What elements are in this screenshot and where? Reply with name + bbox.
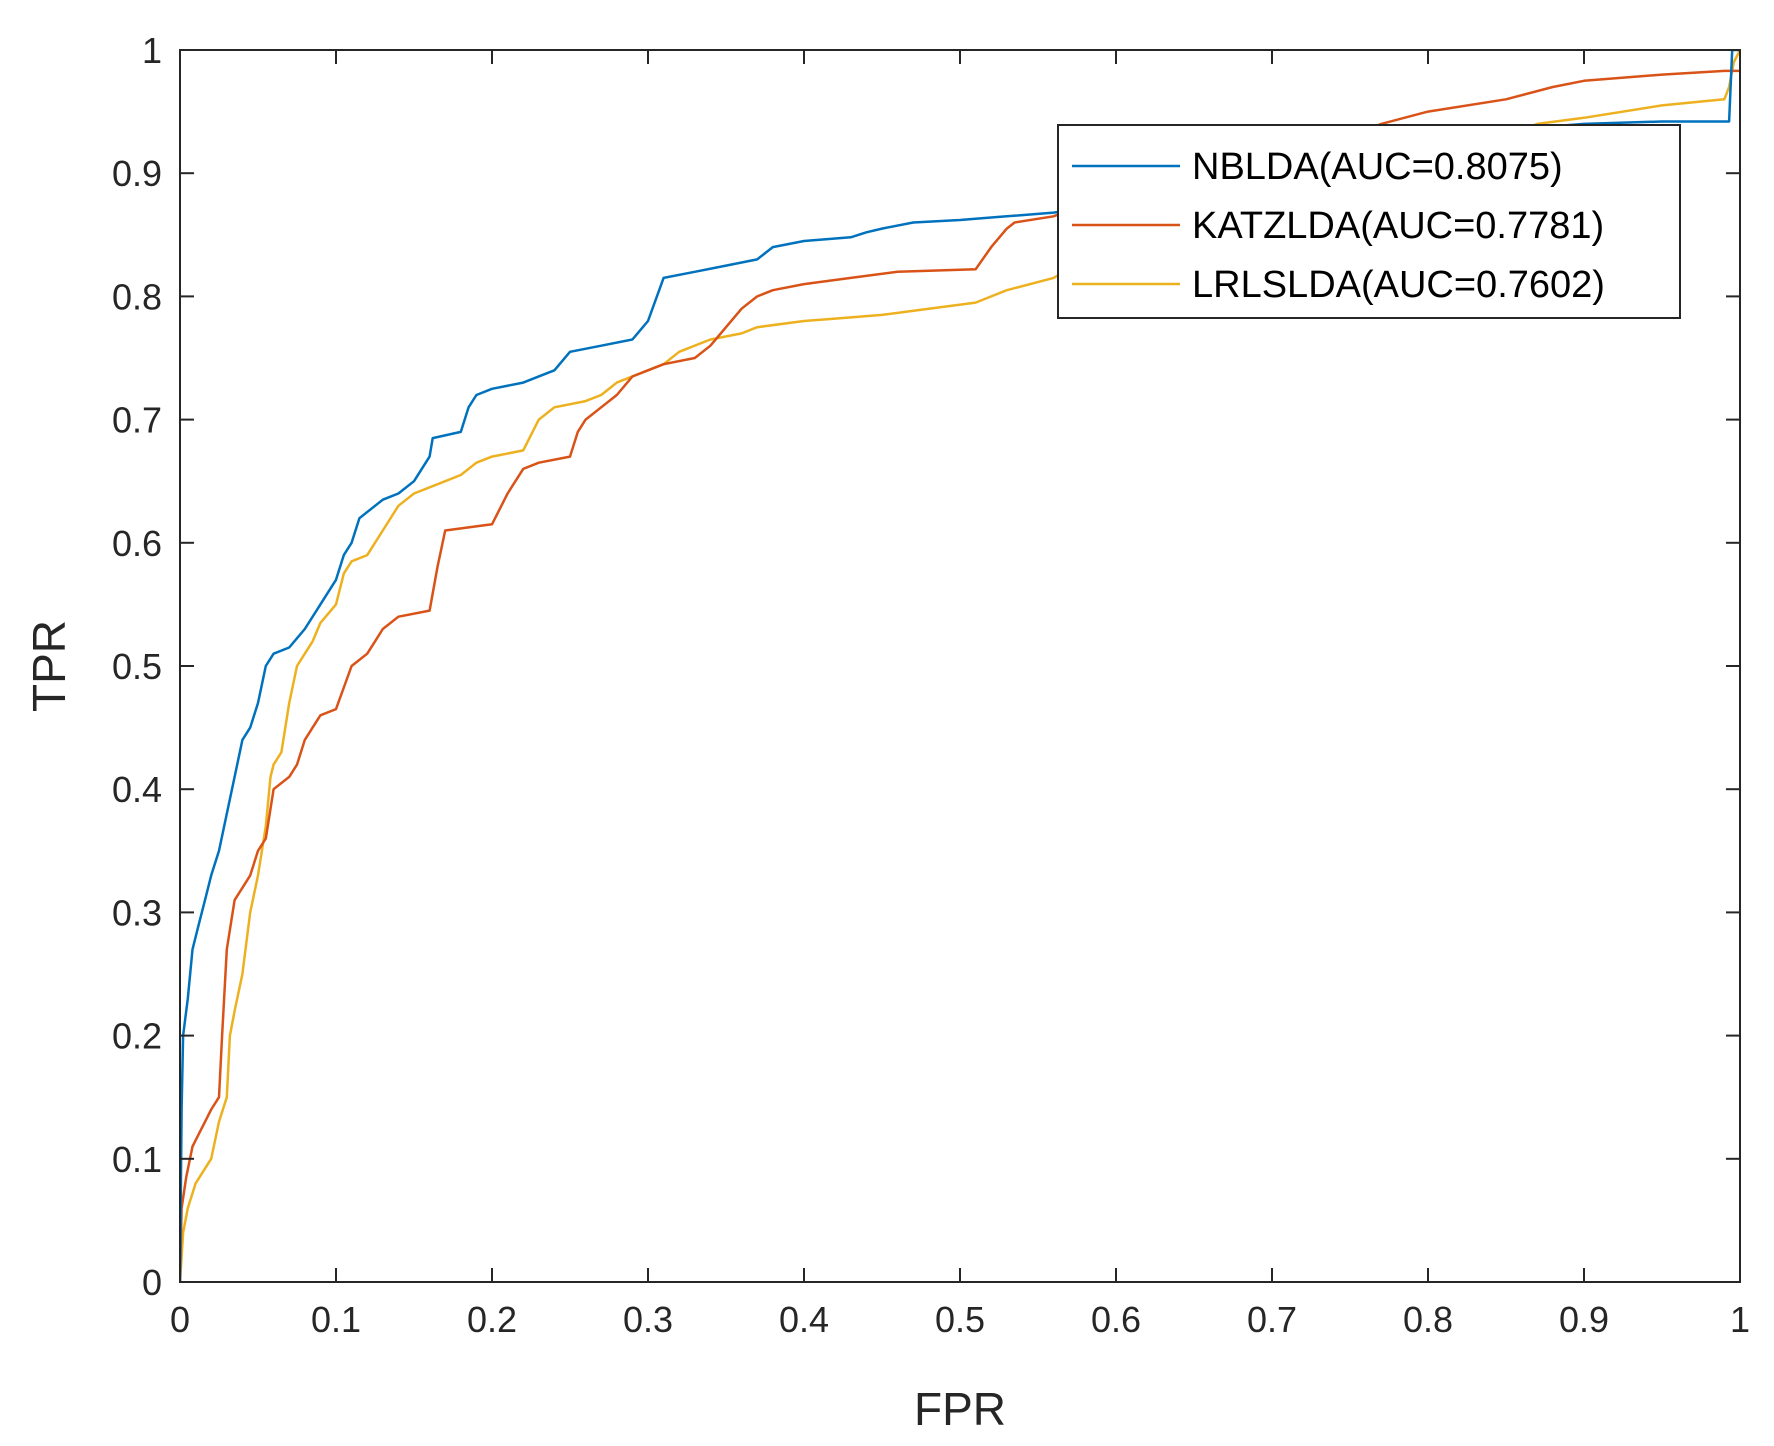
x-tick-label: 0.2	[467, 1299, 517, 1340]
legend-label-lrlslda: LRLSLDA(AUC=0.7602)	[1192, 264, 1605, 306]
y-tick-label: 0.5	[112, 646, 162, 687]
legend: NBLDA(AUC=0.8075) KATZLDA(AUC=0.7781) LRLS…	[1057, 124, 1681, 319]
legend-box	[1057, 124, 1681, 319]
y-tick-label: 0.3	[112, 892, 162, 933]
y-axis-title: TPR	[23, 620, 75, 712]
x-tick-label: 0.6	[1091, 1299, 1141, 1340]
y-tick-label: 0.2	[112, 1016, 162, 1057]
y-tick-label: 0.9	[112, 153, 162, 194]
x-tick-label: 0.1	[311, 1299, 361, 1340]
y-tick-label: 1	[142, 30, 162, 71]
y-tick-label: 0.8	[112, 276, 162, 317]
y-tick-label: 0.4	[112, 769, 162, 810]
legend-label-katzlda: KATZLDA(AUC=0.7781)	[1192, 205, 1604, 247]
axis-ticks	[179, 49, 1741, 1283]
x-axis-title: FPR	[914, 1383, 1006, 1435]
legend-label-nblda: NBLDA(AUC=0.8075)	[1192, 146, 1563, 188]
x-tick-label: 0.7	[1247, 1299, 1297, 1340]
y-tick-label: 0.7	[112, 400, 162, 441]
y-tick-label: 0.1	[112, 1139, 162, 1180]
x-tick-label: 0	[170, 1299, 190, 1340]
x-tick-label: 0.8	[1403, 1299, 1453, 1340]
x-tick-label: 0.9	[1559, 1299, 1609, 1340]
x-tick-label: 0.5	[935, 1299, 985, 1340]
tick-labels: 0 0.1 0.2 0.3 0.4 0.5 0.6 0.7 0.8 0.9 1 0 0.1 0.2 0.3 0…	[112, 30, 1750, 1340]
x-tick-label: 1	[1730, 1299, 1750, 1340]
x-tick-label: 0.4	[779, 1299, 829, 1340]
y-tick-label: 0.6	[112, 523, 162, 564]
axes-box	[179, 49, 1741, 1283]
x-tick-label: 0.3	[623, 1299, 673, 1340]
y-tick-label: 0	[142, 1262, 162, 1303]
